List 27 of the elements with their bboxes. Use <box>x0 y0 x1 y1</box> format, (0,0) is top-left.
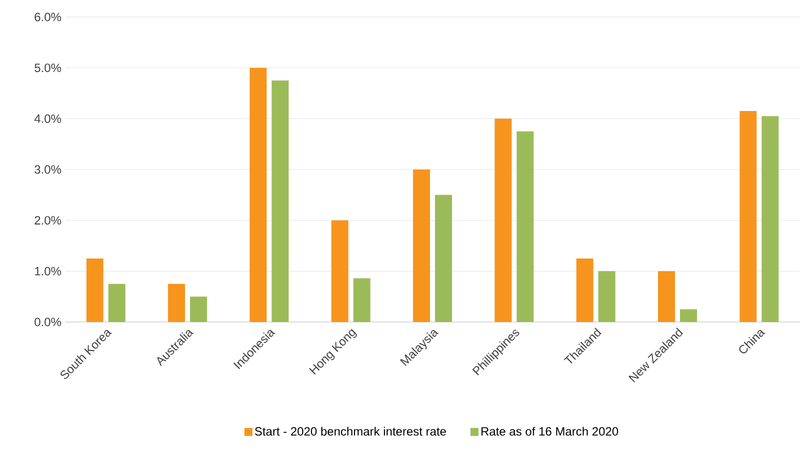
bar <box>680 309 697 322</box>
bar <box>740 111 757 322</box>
bar <box>598 271 616 322</box>
bar <box>86 258 104 322</box>
bar <box>413 169 430 322</box>
bar <box>516 131 534 322</box>
bar <box>272 80 289 322</box>
y-tick-label: 1.0% <box>35 266 62 276</box>
legend-label: Start - 2020 benchmark interest rate <box>254 426 446 436</box>
bar <box>353 278 370 322</box>
y-tick-label: 2.0% <box>34 216 62 225</box>
bar <box>250 68 267 322</box>
y-tick-label: 5.0% <box>34 64 62 72</box>
bar <box>576 258 594 322</box>
bar <box>108 284 126 322</box>
bar <box>190 296 208 322</box>
y-tick-label: 4.0% <box>34 114 62 123</box>
bar <box>331 220 348 322</box>
bar <box>658 271 675 322</box>
bar <box>435 194 452 322</box>
bar <box>494 118 512 322</box>
y-tick-label: 0.0% <box>34 318 62 326</box>
legend-label: Rate as of 16 March 2020 <box>481 426 618 436</box>
bar <box>168 284 186 322</box>
bar <box>762 116 779 322</box>
y-tick-label: 3.0% <box>34 165 62 174</box>
y-tick-label: 6.0% <box>34 12 62 22</box>
